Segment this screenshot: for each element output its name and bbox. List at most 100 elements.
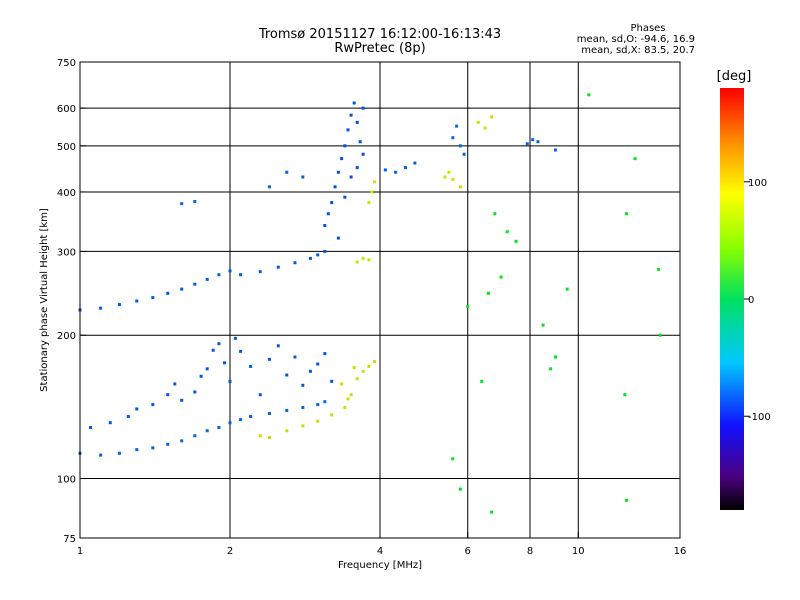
data-point xyxy=(285,373,289,377)
data-point xyxy=(623,393,627,397)
data-point xyxy=(99,306,103,310)
data-point xyxy=(625,212,629,216)
data-point xyxy=(316,362,320,366)
data-point xyxy=(267,185,271,189)
data-point xyxy=(455,124,459,128)
data-point xyxy=(349,175,353,179)
data-point xyxy=(358,140,362,144)
data-point xyxy=(323,400,327,404)
y-axis-label: Stationary phase Virtual Height [km] xyxy=(39,208,50,392)
phase-stats-o: mean, sd,O: -94.6, 16.9 xyxy=(577,34,695,45)
x-tick-label: 8 xyxy=(527,546,533,557)
y-tick-label: 600 xyxy=(57,104,76,115)
data-point xyxy=(361,369,365,373)
data-point xyxy=(346,397,350,401)
data-point xyxy=(308,256,312,260)
data-point xyxy=(343,406,347,410)
data-point xyxy=(587,93,591,97)
data-point xyxy=(258,393,262,397)
data-point xyxy=(228,421,232,425)
data-point xyxy=(267,357,271,361)
data-point xyxy=(333,185,337,189)
data-point xyxy=(330,413,334,417)
data-point xyxy=(217,342,221,346)
data-point xyxy=(458,185,462,189)
data-point xyxy=(276,265,280,269)
data-point xyxy=(352,101,356,105)
data-point xyxy=(301,424,305,428)
data-point xyxy=(330,201,334,205)
data-point xyxy=(199,374,203,378)
data-point xyxy=(349,393,353,397)
data-point xyxy=(285,429,289,433)
data-point xyxy=(99,453,103,457)
data-point xyxy=(151,446,155,450)
data-point xyxy=(180,398,184,402)
y-tick-label: 500 xyxy=(57,142,76,153)
data-point xyxy=(193,390,197,394)
data-point xyxy=(490,510,494,514)
data-point xyxy=(355,377,359,381)
data-point xyxy=(476,120,480,124)
x-tick-label: 4 xyxy=(377,546,383,557)
data-point xyxy=(658,333,662,337)
data-point xyxy=(373,360,377,364)
data-point xyxy=(447,170,451,174)
data-point xyxy=(326,212,330,216)
data-point xyxy=(536,140,540,144)
data-point xyxy=(151,403,155,407)
data-point xyxy=(193,434,197,438)
data-point xyxy=(211,348,215,352)
phase-stats-x: mean, sd,X: 83.5, 20.7 xyxy=(581,45,695,56)
data-point xyxy=(293,355,297,359)
data-point xyxy=(361,106,365,110)
colorbar xyxy=(720,88,744,510)
data-point xyxy=(301,383,305,387)
data-point xyxy=(205,277,209,281)
data-point xyxy=(316,253,320,257)
x-tick-label: 6 xyxy=(465,546,471,557)
data-point xyxy=(336,170,340,174)
data-point xyxy=(166,291,170,295)
data-point xyxy=(352,366,356,370)
data-point xyxy=(180,287,184,291)
grid-lines xyxy=(80,62,680,538)
data-point xyxy=(346,128,350,132)
y-tick-label: 750 xyxy=(57,58,76,69)
data-point xyxy=(499,275,503,279)
data-point xyxy=(228,269,232,273)
data-point xyxy=(233,336,237,340)
data-point xyxy=(223,361,227,365)
data-point xyxy=(135,299,139,303)
data-point xyxy=(443,175,447,179)
x-tick-label: 16 xyxy=(674,546,687,557)
data-point xyxy=(323,352,327,356)
y-tick-label: 400 xyxy=(57,188,76,199)
data-point xyxy=(458,487,462,491)
data-point xyxy=(276,344,280,348)
data-point xyxy=(336,236,340,240)
colorbar-label: [deg] xyxy=(717,69,752,84)
data-point xyxy=(514,239,518,243)
data-point xyxy=(370,190,374,194)
data-points xyxy=(78,93,662,514)
data-point xyxy=(180,202,184,206)
data-point xyxy=(355,166,359,170)
data-point xyxy=(249,414,253,418)
phase-stats-heading: Phases xyxy=(630,23,665,34)
data-point xyxy=(413,161,417,165)
data-point xyxy=(89,425,93,429)
data-point xyxy=(361,152,365,156)
data-point xyxy=(394,170,398,174)
data-point xyxy=(349,113,353,117)
data-point xyxy=(228,379,232,383)
data-point xyxy=(462,152,466,156)
data-point xyxy=(258,270,262,274)
data-point xyxy=(151,296,155,300)
chart-subtitle: RwPretec (8p) xyxy=(334,41,425,56)
data-point xyxy=(180,439,184,443)
data-point xyxy=(126,414,130,418)
data-point xyxy=(239,273,243,277)
y-tick-label: 100 xyxy=(57,475,76,486)
